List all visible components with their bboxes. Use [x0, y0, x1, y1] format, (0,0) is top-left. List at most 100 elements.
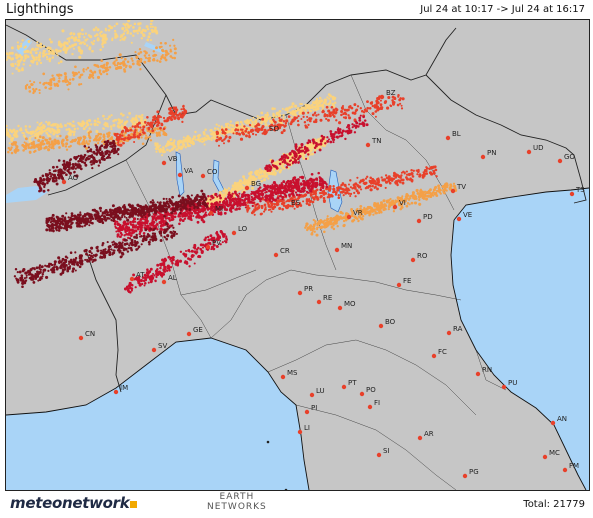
lightning-strike — [7, 150, 10, 154]
lightning-strike — [68, 129, 72, 133]
lightning-strike — [325, 185, 329, 189]
island — [284, 488, 288, 490]
lightning-strike — [92, 258, 96, 262]
lightning-strike — [265, 199, 268, 202]
lightning-strike — [172, 38, 175, 41]
lightning-strike — [132, 29, 136, 33]
lightning-strike — [162, 219, 165, 222]
lightning-strike — [282, 204, 286, 207]
lightning-strike — [324, 98, 328, 102]
lightning-strike — [248, 180, 251, 183]
lightning-strike — [135, 236, 139, 239]
lightning-strike — [88, 216, 92, 219]
lightning-strike — [115, 226, 118, 230]
lightning-strike — [183, 140, 186, 143]
lightning-strike — [339, 215, 342, 218]
lightning-strike — [160, 55, 164, 59]
lightning-strike — [343, 108, 347, 112]
lightning-strike — [337, 196, 341, 200]
lightning-strike — [139, 226, 143, 230]
lightning-strike — [171, 224, 174, 227]
lightning-strike — [85, 253, 89, 256]
lightning-strike — [323, 230, 326, 234]
lightning-strike — [373, 208, 376, 211]
lightning-strike — [104, 248, 107, 251]
lightning-strike — [78, 76, 82, 79]
lightning-strike — [137, 225, 140, 229]
lightning-strike — [72, 120, 75, 123]
lightning-strike — [200, 189, 204, 193]
lightning-strike — [305, 182, 309, 185]
lightning-strike — [210, 132, 213, 135]
lightning-map[interactable]: BZ TN BL PN UD GO TS SO VB CO VA BG MI BS VR VI TV PD VE LO… — [5, 19, 590, 491]
lightning-strike — [129, 220, 132, 224]
lightning-strike — [367, 184, 370, 188]
lightning-strike — [428, 167, 432, 170]
lightning-strike — [196, 220, 200, 224]
lightning-strike — [291, 187, 295, 190]
lightning-strike — [251, 122, 254, 126]
lightning-strike — [410, 180, 414, 183]
lightning-strike — [251, 197, 254, 200]
lightning-strike — [49, 83, 53, 87]
lightning-strike — [133, 22, 137, 26]
lightning-strike — [181, 196, 185, 200]
lightning-strike — [297, 184, 300, 187]
lightning-strike — [202, 220, 206, 224]
lightning-strike — [98, 136, 102, 140]
lightning-strike — [300, 193, 303, 196]
lightning-strike — [401, 97, 405, 101]
lightning-strike — [39, 42, 43, 46]
lightning-strike — [90, 74, 94, 78]
lightning-strike — [320, 104, 324, 108]
lightning-strike — [316, 221, 320, 225]
lightning-strike — [159, 239, 163, 242]
lightning-strike — [188, 203, 192, 207]
lightning-strike — [203, 143, 206, 146]
lightning-strike — [69, 251, 73, 254]
lightning-strike — [253, 192, 256, 195]
lightning-strike — [149, 129, 152, 133]
lightning-strike — [341, 182, 345, 185]
lightning-strike — [230, 127, 234, 131]
lightning-strike — [149, 25, 152, 28]
lightning-strike — [224, 190, 228, 194]
lightning-strike — [49, 221, 52, 224]
lightning-strike — [78, 55, 82, 59]
lightning-strike — [335, 186, 339, 190]
lightning-strike — [302, 180, 306, 184]
lightning-strike — [14, 141, 18, 144]
lightning-strike — [129, 24, 132, 27]
lightning-strike — [88, 224, 91, 227]
lightning-strike — [394, 173, 397, 176]
lightning-strikes — [6, 20, 458, 294]
lightning-strike — [16, 41, 20, 44]
lightning-strike — [219, 196, 222, 200]
lightning-strike — [186, 194, 190, 198]
lightning-strike — [37, 139, 41, 143]
lightning-strike — [48, 127, 51, 131]
lightning-strike — [305, 202, 309, 205]
lightning-strike — [139, 130, 142, 134]
lightning-strike — [207, 195, 210, 198]
lightning-strike — [120, 233, 124, 237]
lightning-strike — [400, 178, 404, 182]
lightning-strike — [125, 138, 129, 142]
lightning-strike — [38, 131, 42, 135]
lightning-strike — [202, 193, 206, 196]
lightning-strike — [347, 183, 351, 186]
lightning-strike — [37, 44, 41, 48]
lightning-strike — [273, 191, 276, 194]
lightning-strike — [33, 274, 37, 279]
lightning-strike — [429, 188, 432, 192]
lightning-strike — [99, 256, 102, 259]
lightning-strike — [329, 193, 333, 197]
lightning-strike — [319, 220, 322, 223]
lightning-strike — [118, 241, 122, 245]
lightning-strike — [24, 125, 28, 128]
lightning-strike — [326, 195, 330, 199]
lightning-strike — [178, 215, 182, 218]
lightning-strike — [434, 168, 438, 172]
lightning-strike — [295, 193, 299, 197]
lightning-strike — [234, 185, 238, 189]
